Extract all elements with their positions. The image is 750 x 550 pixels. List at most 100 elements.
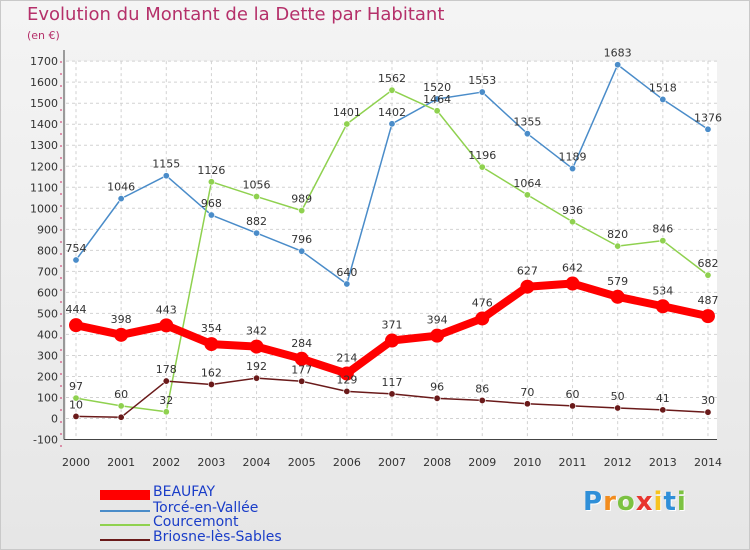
data-point — [569, 165, 577, 173]
data-label: 1562 — [378, 72, 406, 85]
unit-label: (en €) — [27, 29, 60, 42]
data-label: 192 — [246, 360, 267, 373]
x-tick-label: 2000 — [62, 456, 90, 469]
data-point — [478, 88, 486, 96]
data-label: 1189 — [559, 151, 587, 164]
data-label: 60 — [566, 388, 580, 401]
data-point — [207, 380, 215, 388]
data-point — [162, 408, 170, 416]
legend-swatch — [100, 539, 150, 541]
data-label: 86 — [475, 382, 489, 395]
x-tick-label: 2010 — [513, 456, 541, 469]
data-point — [298, 377, 306, 385]
data-point — [610, 289, 625, 304]
data-point — [478, 396, 486, 404]
data-label: 1518 — [649, 81, 677, 94]
data-label: 1056 — [243, 179, 271, 192]
data-label: 796 — [291, 233, 312, 246]
data-label: 96 — [430, 380, 444, 393]
legend-swatch — [100, 510, 150, 512]
data-point — [117, 402, 125, 410]
y-tick-label: 1000 — [30, 202, 58, 215]
data-label: 97 — [69, 380, 83, 393]
data-label: 627 — [517, 265, 538, 278]
data-label: 968 — [201, 197, 222, 210]
y-tick-label: 100 — [37, 391, 58, 404]
data-point — [159, 318, 174, 333]
data-label: 820 — [607, 228, 628, 241]
data-point — [388, 390, 396, 398]
data-label: 177 — [291, 363, 312, 376]
y-tick-label: 1200 — [30, 160, 58, 173]
data-label: 394 — [427, 314, 448, 327]
data-label: 1155 — [152, 158, 180, 171]
legend-label: Briosne-lès-Sables — [153, 529, 282, 545]
data-point — [475, 311, 490, 326]
data-point — [294, 351, 309, 366]
data-label: 70 — [520, 386, 534, 399]
y-tick-label: 900 — [37, 223, 58, 236]
data-point — [523, 130, 531, 138]
data-point — [253, 374, 261, 382]
data-point — [207, 211, 215, 219]
data-point — [478, 163, 486, 171]
data-point — [659, 237, 667, 245]
x-tick-label: 2008 — [423, 456, 451, 469]
data-point — [343, 280, 351, 288]
data-point — [655, 299, 670, 314]
data-label: 214 — [336, 352, 357, 365]
data-label: 1046 — [107, 181, 135, 194]
data-point — [659, 406, 667, 414]
data-label: 10 — [69, 398, 83, 411]
data-label: 754 — [66, 242, 87, 255]
data-label: 1401 — [333, 106, 361, 119]
data-point — [249, 339, 264, 354]
data-point — [704, 271, 712, 279]
x-tick-label: 2001 — [107, 456, 135, 469]
data-label: 989 — [291, 193, 312, 206]
data-point — [704, 125, 712, 133]
data-point — [384, 333, 399, 348]
data-label: 50 — [611, 390, 625, 403]
data-point — [207, 178, 215, 186]
data-point — [614, 61, 622, 69]
y-tick-label: 1100 — [30, 181, 58, 194]
y-tick-label: 800 — [37, 244, 58, 257]
data-label: 882 — [246, 215, 267, 228]
data-label: 1064 — [513, 177, 541, 190]
data-point — [339, 366, 354, 381]
data-point — [162, 377, 170, 385]
x-tick-label: 2007 — [378, 456, 406, 469]
data-label: 1126 — [197, 164, 225, 177]
data-label: 642 — [562, 262, 583, 275]
x-tick-label: 2006 — [333, 456, 361, 469]
data-point — [388, 120, 396, 128]
data-point — [69, 318, 83, 333]
y-tick-label: 500 — [37, 307, 58, 320]
data-point — [204, 337, 219, 352]
data-label: 129 — [336, 373, 357, 386]
data-point — [569, 402, 577, 410]
data-point — [430, 328, 445, 343]
data-point — [659, 95, 667, 103]
data-label: 579 — [607, 275, 628, 288]
data-point — [704, 408, 712, 416]
data-label: 1355 — [513, 116, 541, 129]
x-tick-label: 2014 — [694, 456, 722, 469]
y-tick-label: 1300 — [30, 139, 58, 152]
data-point — [343, 120, 351, 128]
x-tick-label: 2003 — [197, 456, 225, 469]
data-point — [343, 387, 351, 395]
data-point — [433, 107, 441, 115]
data-label: 398 — [111, 313, 132, 326]
data-label: 476 — [472, 296, 493, 309]
data-label: 60 — [114, 388, 128, 401]
data-point — [523, 191, 531, 199]
data-label: 534 — [652, 284, 673, 297]
y-tick-label: 1400 — [30, 118, 58, 131]
data-point — [523, 400, 531, 408]
data-label: 117 — [381, 376, 402, 389]
y-tick-label: 400 — [37, 328, 58, 341]
data-point — [614, 242, 622, 250]
x-tick-label: 2013 — [649, 456, 677, 469]
